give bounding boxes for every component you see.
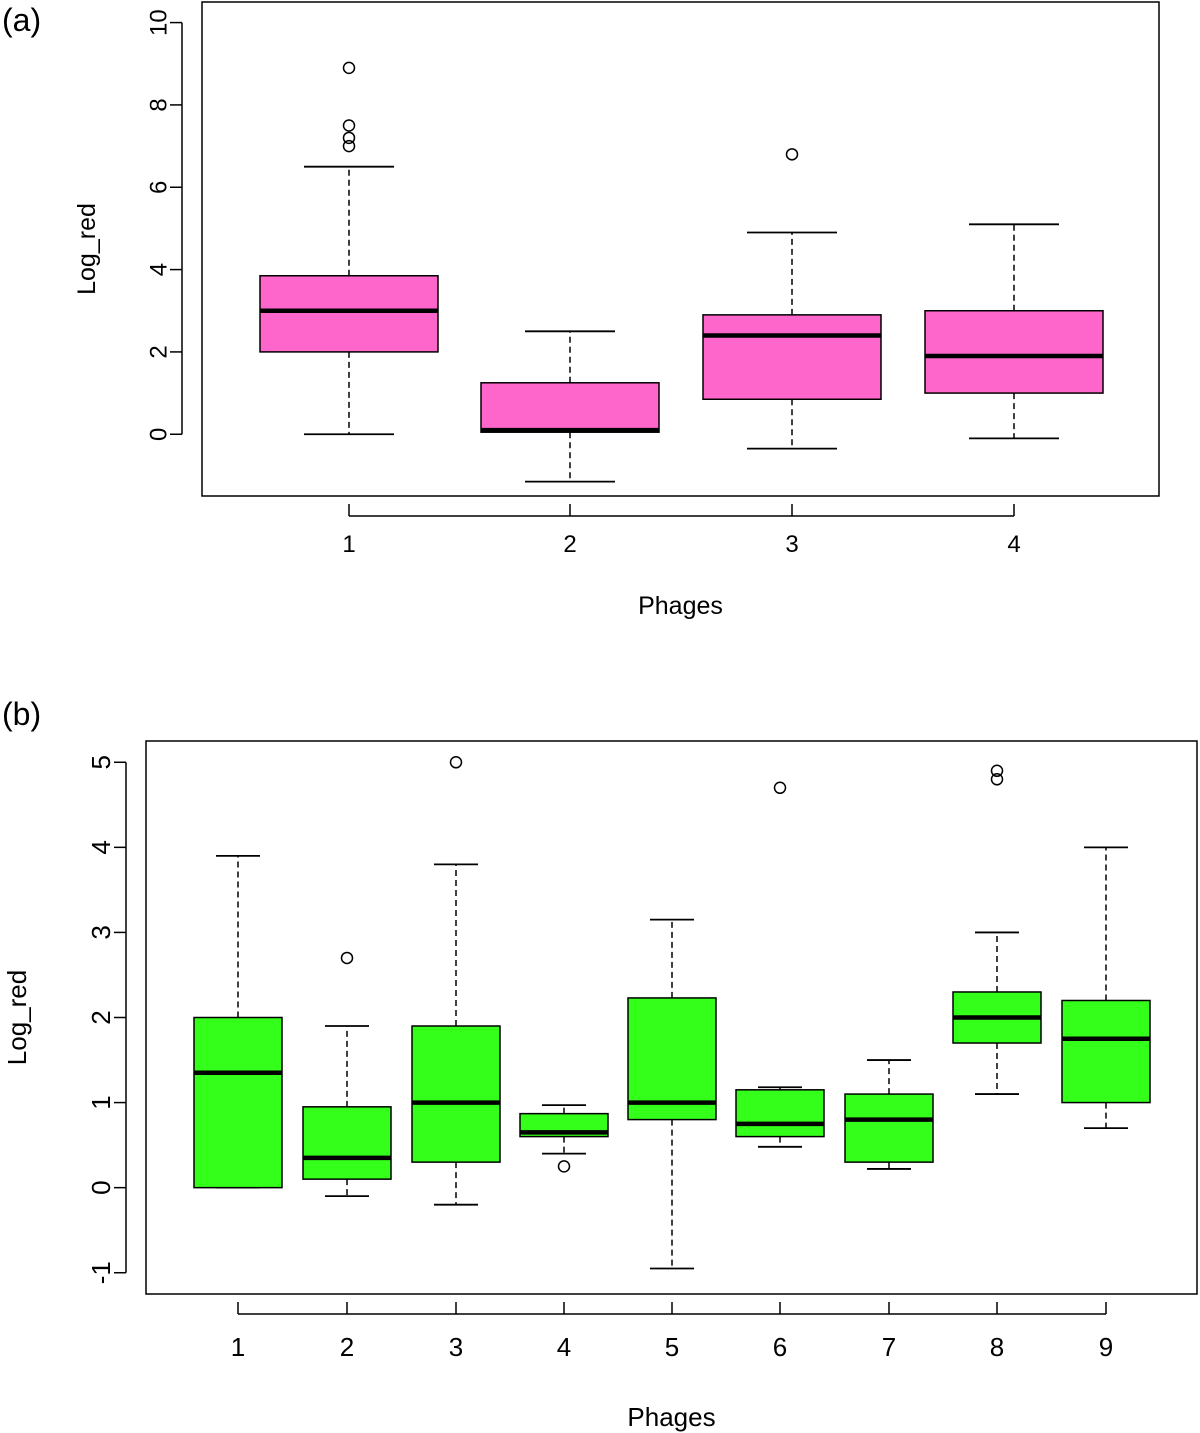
outlier-point (342, 139, 356, 153)
x-tick-label: 3 (785, 531, 798, 558)
outlier-point (342, 131, 356, 145)
outlier-point (785, 148, 799, 161)
y-tick-label: 0 (145, 428, 172, 441)
outlier-point (342, 61, 356, 75)
box (702, 314, 882, 401)
y-tick-label: 6 (145, 181, 172, 194)
x-tick-label: 2 (563, 531, 576, 558)
x-axis-title: Phages (638, 592, 723, 620)
y-tick-label: 8 (145, 98, 172, 111)
y-tick-label: 4 (145, 263, 172, 276)
y-tick-label: 10 (145, 9, 172, 36)
x-tick-label: 1 (342, 531, 355, 558)
outlier-point (342, 119, 356, 132)
y-tick-label: 2 (145, 345, 172, 358)
plot-frame (201, 1, 1160, 497)
box (924, 310, 1104, 394)
box (259, 275, 439, 353)
box (480, 382, 660, 433)
x-tick-label: 4 (1007, 531, 1020, 558)
panel-b-label: (b) (2, 696, 42, 732)
y-axis-title: Log_red (73, 203, 101, 295)
panel-a-label: (a) (2, 2, 42, 38)
